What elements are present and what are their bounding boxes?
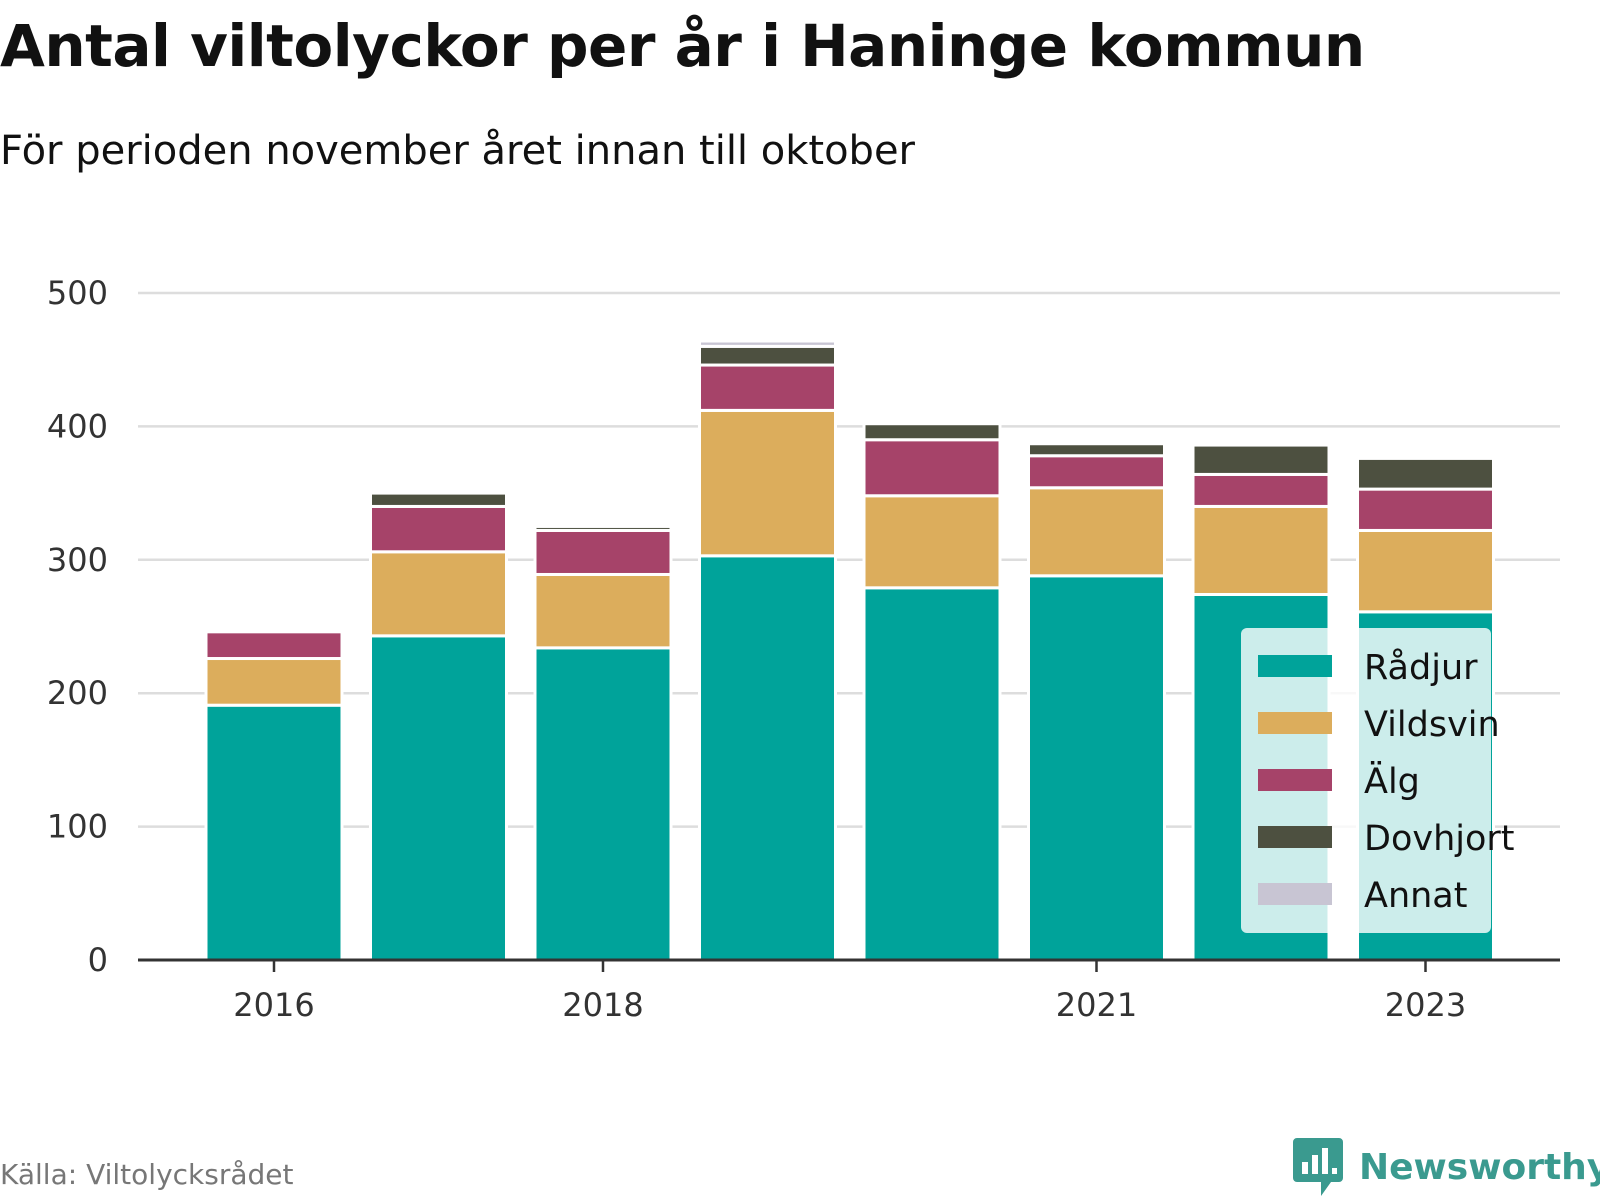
bar-Rådjur-2016	[204, 703, 344, 962]
bar-Vildsvin-2022	[1191, 504, 1331, 596]
brand-name: Newsworthy	[1359, 1146, 1600, 1188]
legend-swatch-Vildsvin	[1258, 712, 1332, 734]
bar-Vildsvin-2019	[698, 408, 837, 558]
bar-stack-2016	[204, 630, 344, 962]
bar-Rådjur-2018	[533, 646, 673, 962]
source-note: Källa: Viltolycksrådet	[0, 1158, 294, 1191]
bar-stack-2018	[533, 524, 673, 962]
bar-Älg-2020	[862, 438, 1002, 498]
bar-Älg-2017	[369, 504, 508, 554]
bar-chart-speech-bubble-icon	[1293, 1138, 1343, 1196]
bar-Dovhjort-2023	[1356, 456, 1495, 491]
legend-swatch-Annat	[1258, 883, 1332, 905]
bar-Vildsvin-2021	[1027, 486, 1166, 578]
legend-label-Annat: Annat	[1364, 876, 1467, 916]
bar-Vildsvin-2018	[533, 572, 673, 650]
y-tick-label-400: 400	[47, 407, 108, 445]
bar-Älg-2022	[1191, 472, 1331, 508]
bar-Rådjur-2020	[862, 586, 1002, 962]
bar-Rådjur-2021	[1027, 574, 1166, 962]
bar-Rådjur-2019	[698, 554, 837, 962]
bar-Älg-2018	[533, 528, 673, 576]
y-tick-label-300: 300	[47, 541, 108, 579]
bar-Vildsvin-2020	[862, 494, 1002, 590]
legend-swatch-Dovhjort	[1258, 826, 1332, 848]
bar-Älg-2021	[1027, 454, 1166, 490]
bar-Dovhjort-2021	[1027, 442, 1166, 458]
legend-label-Rådjur: Rådjur	[1364, 647, 1478, 688]
legend-swatch-Älg	[1258, 769, 1332, 791]
bar-Dovhjort-2022	[1191, 443, 1331, 476]
bar-Älg-2019	[698, 363, 837, 412]
legend-box	[1241, 628, 1491, 933]
legend-label-Vildsvin: Vildsvin	[1364, 705, 1500, 745]
bar-Vildsvin-2016	[204, 657, 344, 707]
x-tick-label-2018: 2018	[562, 986, 643, 1024]
chart-subtitle: För perioden november året innan till ok…	[0, 128, 915, 174]
x-axis: 2016 2018 2021 2023	[138, 958, 1560, 1024]
y-tick-label-500: 500	[47, 274, 108, 312]
bar-Dovhjort-2020	[862, 422, 1002, 442]
legend-label-Dovhjort: Dovhjort	[1364, 819, 1515, 859]
bar-Rådjur-2017	[369, 634, 508, 962]
bar-stack-2020	[862, 422, 1002, 962]
y-tick-label-200: 200	[47, 674, 108, 712]
legend-swatch-Rådjur	[1258, 655, 1332, 677]
x-tick-label-2016: 2016	[233, 986, 314, 1024]
bar-Älg-2016	[204, 630, 344, 661]
legend: Rådjur Vildsvin Älg Dovhjort Annat	[1241, 628, 1515, 933]
bar-Vildsvin-2017	[369, 550, 508, 638]
chart-title: Antal viltolyckor per år i Haninge kommu…	[0, 12, 1365, 80]
legend-label-Älg: Älg	[1364, 760, 1420, 802]
bar-stack-2017	[369, 491, 508, 962]
x-tick-label-2023: 2023	[1385, 986, 1466, 1024]
y-tick-label-100: 100	[47, 808, 108, 846]
bar-stack-2019	[698, 339, 837, 962]
bar-Dovhjort-2017	[369, 491, 508, 508]
bar-Annat-2019	[698, 339, 837, 348]
stacked-bar-chart: 0 100 200 300 400 500 2016 2018 2021 2023 Rådjur…	[47, 274, 1560, 1024]
brand-logo: Newsworthy	[1293, 1136, 1600, 1198]
bar-Vildsvin-2023	[1356, 528, 1495, 614]
y-axis-ticks: 0 100 200 300 400 500	[47, 274, 108, 979]
y-tick-label-0: 0	[88, 941, 108, 979]
bar-Dovhjort-2018	[533, 524, 673, 532]
bar-Dovhjort-2019	[698, 344, 837, 367]
bar-stack-2021	[1027, 442, 1166, 962]
x-tick-label-2021: 2021	[1056, 986, 1137, 1024]
bar-Älg-2023	[1356, 487, 1495, 532]
